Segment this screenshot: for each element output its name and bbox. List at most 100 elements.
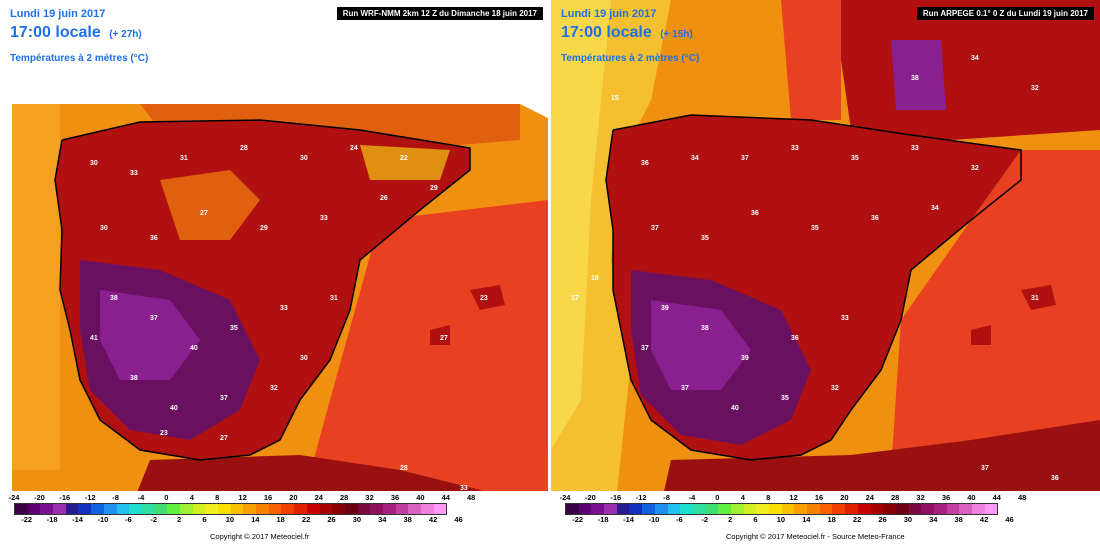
legend-swatch [654,504,668,514]
svg-text:36: 36 [1051,475,1059,482]
legend-tick-label: 32 [916,493,925,502]
svg-text:40: 40 [190,345,198,352]
legend-tick-label: 26 [878,515,887,524]
legend-swatch [845,504,858,514]
legend-swatch [807,504,820,514]
legend-swatch [382,504,396,514]
legend-swatch [129,504,142,514]
svg-text:31: 31 [180,155,188,162]
svg-text:35: 35 [230,325,238,332]
legend-tick-label: 46 [454,515,463,524]
color-legend: -24 -20 -16 -12 -8 -4 0 4 8 12 16 20 24 28 32 36 40 44 48 … [0,491,549,550]
legend-swatch [408,504,421,514]
legend-tick-label: 46 [1005,515,1014,524]
svg-text:37: 37 [651,225,659,232]
legend-swatch [27,504,41,514]
legend-tick-label: 16 [263,493,273,502]
svg-text:23: 23 [160,430,168,437]
forecast-time: 17:00 locale [10,24,101,41]
legend-tick-label: 36 [941,493,951,502]
legend-tick-label: -10 [97,515,109,524]
legend-swatch [141,504,155,514]
legend-tick-label: 28 [891,493,900,502]
svg-text:41: 41 [90,335,98,342]
svg-text:35: 35 [781,395,789,402]
forecast-lead: (+ 15h) [660,29,693,40]
legend-tick-label: 8 [766,493,771,502]
legend-swatch [306,504,320,514]
legend-swatch [116,504,130,514]
svg-text:37: 37 [981,465,989,472]
legend-tick-label: -14 [623,515,634,524]
legend-tick-label: 10 [225,515,235,524]
svg-text:28: 28 [240,145,248,152]
svg-text:33: 33 [460,485,468,492]
legend-swatch [103,504,117,514]
legend-tick-label: 24 [314,493,323,502]
legend-tick-label: 42 [428,515,438,524]
map-panel-arpege: 36 34 37 33 35 33 32 37 35 36 35 36 34 3… [551,0,1100,550]
legend-swatch [78,504,92,514]
legend-swatch [616,504,630,514]
legend-swatch [972,504,985,514]
legend-swatch [230,504,244,514]
panel-divider [549,0,551,550]
legend-swatch [743,504,757,514]
legend-tick-label: 4 [740,493,745,502]
svg-text:32: 32 [971,165,979,172]
legend-tick-label: 48 [1018,493,1027,502]
svg-text:32: 32 [1031,85,1039,92]
svg-text:18: 18 [591,275,599,282]
svg-text:24: 24 [350,145,358,152]
legend-swatch [154,504,168,514]
legend-swatch [344,504,358,514]
warm-sea-area [300,200,548,510]
legend-swatch [294,504,307,514]
legend-swatch [667,504,681,514]
svg-text:37: 37 [220,395,228,402]
svg-text:38: 38 [130,375,138,382]
legend-tick-label: 22 [301,515,311,524]
legend-swatch [218,504,231,514]
legend-swatch [281,504,295,514]
legend-swatch [91,504,104,514]
svg-text:38: 38 [701,325,709,332]
legend-tick-label: -20 [584,493,596,502]
legend-tick-label: 2 [177,515,182,524]
svg-text:27: 27 [220,435,228,442]
legend-tick-label: 4 [189,493,194,502]
legend-swatch [883,504,896,514]
svg-text:36: 36 [751,210,759,217]
legend-tick-label: 38 [403,515,412,524]
temperature-map-wrf: 30 33 31 28 30 24 22 30 36 27 29 33 26 2… [0,0,549,550]
legend-swatch [578,504,592,514]
svg-text:32: 32 [270,385,278,392]
svg-text:30: 30 [300,155,308,162]
svg-text:15: 15 [611,95,619,102]
color-legend: -24 -20 -16 -12 -8 -4 0 4 8 12 16 20 24 28 32 36 40 44 48 … [551,491,1100,550]
legend-swatch [705,504,719,514]
legend-tick-label: -2 [150,515,158,524]
legend-tick-label: -4 [137,493,145,502]
legend-tick-label: 42 [979,515,989,524]
legend-swatch [357,504,371,514]
svg-text:39: 39 [661,305,669,312]
legend-swatch [421,504,434,514]
svg-text:37: 37 [741,155,749,162]
svg-text:17: 17 [571,295,579,302]
legend-tick-label: 12 [789,493,798,502]
svg-text:34: 34 [691,155,699,162]
legend-swatch [769,504,782,514]
legend-swatch [167,504,180,514]
warm-sea-area [891,150,1100,470]
legend-tick-label: 0 [164,493,169,502]
forecast-time-row: 17:00 locale (+ 15h) [561,24,693,42]
legend-tick-label: 32 [365,493,374,502]
svg-text:36: 36 [791,335,799,342]
legend-swatch [332,504,345,514]
svg-text:34: 34 [931,205,939,212]
legend-swatch [680,504,693,514]
variable-title: Températures à 2 mètres (°C) [10,53,149,64]
legend-swatch [819,504,833,514]
legend-tick-label: -6 [124,515,132,524]
